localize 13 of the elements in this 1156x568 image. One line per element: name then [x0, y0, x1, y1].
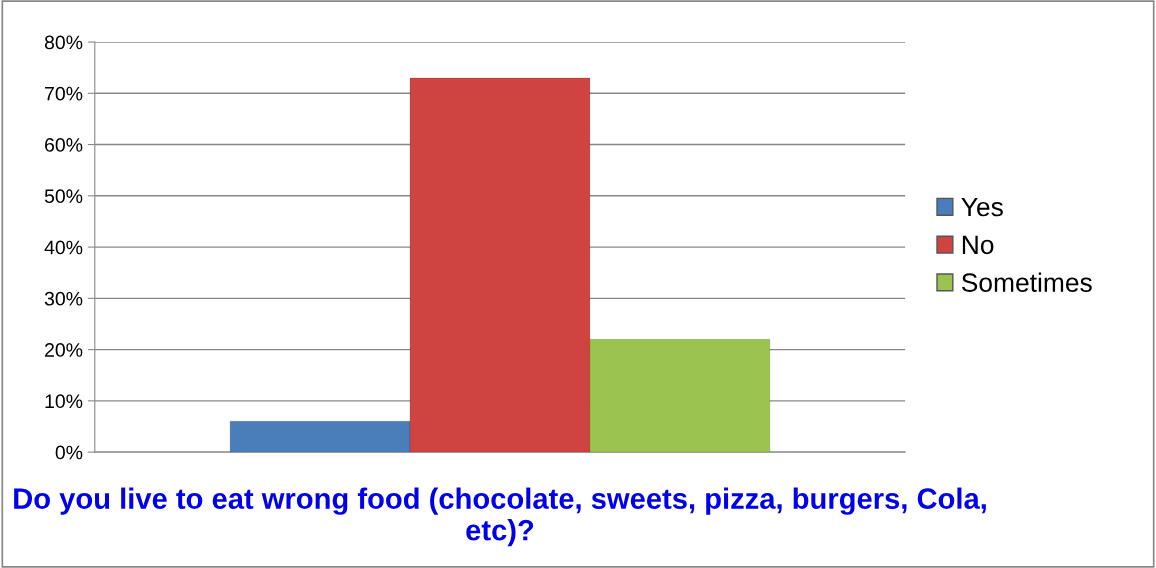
legend-label: Sometimes — [961, 272, 1092, 292]
y-tick-label: 70% — [45, 86, 83, 101]
y-tick-label: 0% — [55, 445, 83, 460]
y-tick-label: 30% — [44, 291, 83, 306]
y-tick-label: 20% — [45, 343, 83, 357]
y-tick-label: 10% — [45, 394, 83, 409]
y-tick-label: 40% — [44, 240, 83, 255]
y-tick-label: 80% — [44, 35, 83, 50]
legend-label: No — [962, 235, 994, 255]
y-tick-label: 60% — [45, 138, 83, 152]
legend-label: Yes — [961, 197, 1003, 217]
y-tick-label: 50% — [44, 189, 83, 204]
x-axis-title: Do you live to eat wrong food (chocolate, sweets, pizza, burgers, Cola, etc)? — [14, 487, 986, 547]
